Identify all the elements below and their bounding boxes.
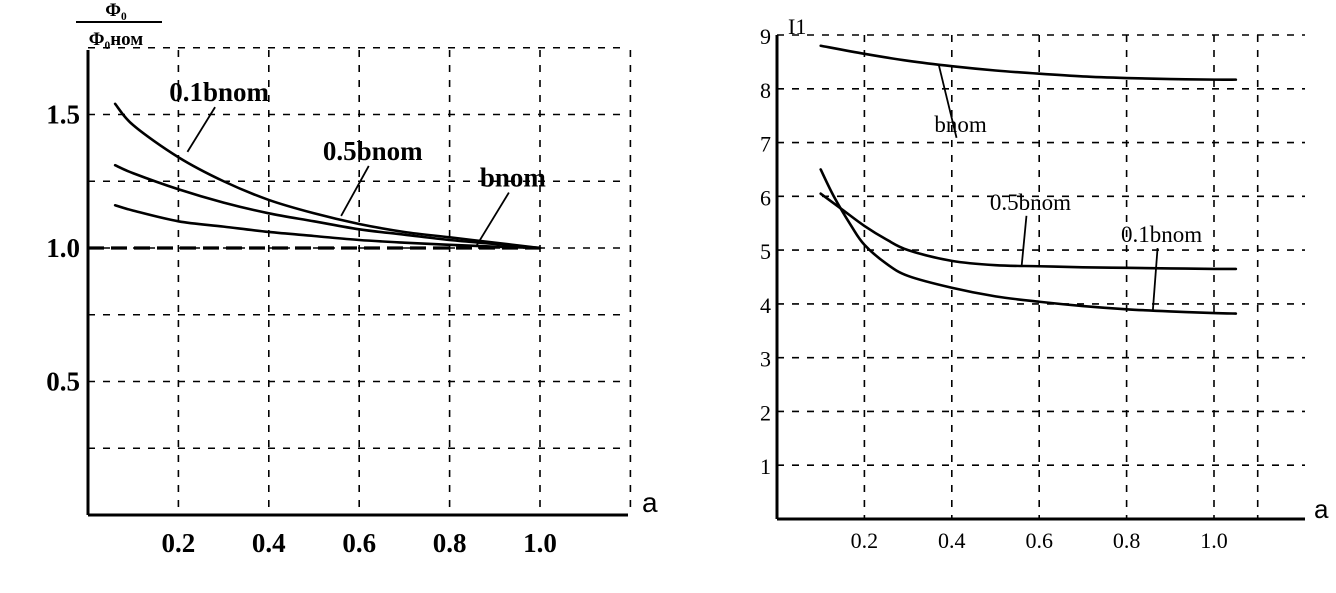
left-chart: 0.2 0.4 0.6 0.8 1.0 0.5 1.0 1.5 0.1bnom 0.5bnom b… [46,0,658,558]
right-annotations: bnom 0.5bnom 0.1bnom [934,64,1202,311]
y-tick-label: 9 [760,24,771,49]
series-line-0_5bnom [819,192,1238,271]
series-line-0_1bnom [819,168,1238,315]
y-tick-label: 6 [760,185,771,210]
y-tick-label: 1.0 [46,233,80,263]
x-tick-label: 0.6 [1025,528,1053,553]
y-tick-label: 7 [760,132,771,157]
right-xlabel: a [1314,494,1329,524]
series-line-bnom [113,203,542,250]
annotation-leader [340,165,370,217]
annotation-leader [937,64,958,139]
y-tick-label: 8 [760,78,771,103]
right-axes: 0.2 0.4 0.6 0.8 1.0 1 2 3 4 5 6 7 8 9 [760,24,1305,553]
series-annotation: 0.1bnom [1121,222,1202,247]
x-tick-label: 0.4 [938,528,966,553]
left-series [88,102,542,250]
right-series [819,44,1238,315]
right-grid [777,34,1305,519]
x-tick-label: 0.2 [851,528,879,553]
left-annotations: 0.1bnom 0.5bnom bnom [169,77,547,246]
series-annotation: 0.1bnom [169,77,269,107]
y-tick-label: 2 [760,400,771,425]
y-tick-label: 5 [760,239,771,264]
annotation-leader [1020,215,1028,266]
left-grid [88,46,632,515]
x-tick-label: 1.0 [523,528,557,558]
x-tick-label: 0.8 [1113,528,1141,553]
y-tick-label: 0.5 [46,367,80,397]
y-tick-label: 1.5 [46,100,80,130]
annotation-leader [186,106,216,153]
series-annotation: 0.5bnom [990,190,1071,215]
series-line-0_1bnom [113,102,542,250]
x-tick-label: 0.8 [433,528,467,558]
annotation-leader [1151,247,1159,311]
series-line-0_5bnom [113,163,542,250]
left-ylabel-numerator: Φ₀ [105,0,127,21]
left-xlabel: a [642,487,658,518]
right-ylabel: I1 [788,14,806,39]
left-ylabel-denominator: Φ₀ном [89,29,144,50]
y-tick-label: 4 [760,293,771,318]
left-axes: 0.2 0.4 0.6 0.8 1.0 0.5 1.0 1.5 [46,50,628,558]
series-annotation: bnom [480,163,547,193]
series-annotation: 0.5bnom [323,136,423,166]
annotation-leader [475,192,510,246]
x-tick-label: 0.2 [162,528,196,558]
x-tick-label: 1.0 [1200,528,1228,553]
y-tick-label: 3 [760,347,771,372]
right-chart: 0.2 0.4 0.6 0.8 1.0 1 2 3 4 5 6 7 8 9 bnom 0.5bnom 0.1b… [760,14,1329,553]
y-tick-label: 1 [760,454,771,479]
x-tick-label: 0.6 [342,528,376,558]
series-annotation: bnom [934,112,987,137]
x-tick-label: 0.4 [252,528,286,558]
series-line-bnom [819,44,1238,81]
